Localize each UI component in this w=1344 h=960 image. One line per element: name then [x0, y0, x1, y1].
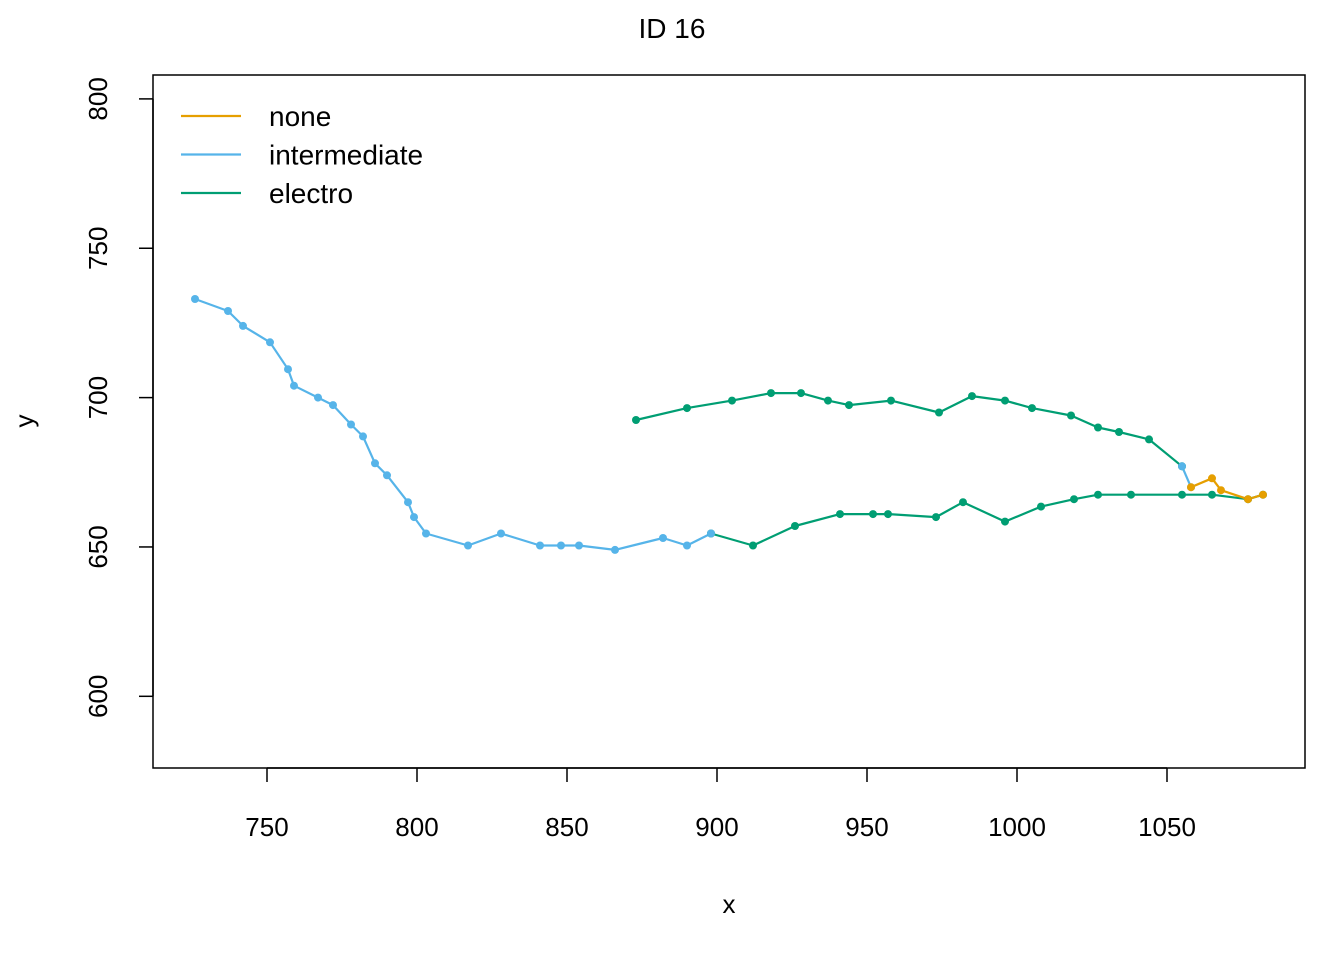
data-point-electro [884, 510, 892, 519]
data-point-none [1208, 474, 1216, 483]
data-point-intermediate [266, 338, 274, 347]
data-point-electro [1067, 411, 1075, 420]
data-point-none [1217, 486, 1225, 495]
data-point-intermediate [611, 545, 619, 554]
data-point-intermediate [239, 321, 247, 330]
data-point-intermediate [191, 295, 199, 303]
data-point-electro [1028, 404, 1036, 413]
data-point-intermediate [683, 541, 691, 550]
y-tick-label: 750 [83, 227, 113, 270]
y-tick-label: 800 [83, 77, 113, 120]
data-point-electro [968, 392, 976, 401]
legend-label-none: none [269, 101, 331, 132]
x-tick-label: 800 [395, 812, 438, 842]
data-point-electro [824, 396, 832, 405]
y-axis-title: y [9, 415, 39, 428]
data-point-electro [932, 513, 940, 522]
data-point-electro [1115, 428, 1123, 436]
data-point-intermediate [422, 529, 430, 538]
x-tick-label: 750 [245, 812, 288, 842]
data-point-electro [845, 401, 853, 410]
data-point-electro [1037, 502, 1045, 511]
x-axis: 750 800 850 900 950 1000 1050 [245, 767, 1196, 842]
data-point-electro [836, 510, 844, 519]
data-point-intermediate [410, 513, 418, 522]
data-point-intermediate [371, 459, 379, 468]
data-point-intermediate [284, 365, 292, 374]
x-tick-label: 950 [845, 812, 888, 842]
series-line-intermediate [194, 297, 712, 552]
x-axis-title: x [723, 889, 736, 919]
data-point-intermediate [464, 541, 472, 550]
data-point-electro [728, 396, 736, 405]
data-point-none [1187, 483, 1195, 492]
data-point-electro [1127, 490, 1135, 499]
data-point-none [1259, 490, 1267, 499]
y-tick-label: 600 [83, 675, 113, 718]
data-point-electro [1208, 490, 1216, 499]
data-point-intermediate [659, 534, 667, 542]
y-axis: 600 650 700 750 800 [83, 77, 154, 718]
data-point-electro [767, 389, 775, 398]
x-tick-label: 850 [545, 812, 588, 842]
data-point-electro [683, 404, 691, 413]
data-point-electro [1094, 490, 1102, 499]
chart-title: ID 16 [639, 13, 706, 44]
data-point-intermediate [224, 307, 232, 315]
data-point-electro [935, 408, 943, 417]
data-point-intermediate [383, 471, 391, 480]
x-tick-label: 900 [695, 812, 738, 842]
data-point-electro [1178, 490, 1186, 499]
y-tick-label: 700 [83, 376, 113, 419]
data-point-electro [791, 522, 799, 530]
data-point-intermediate [575, 541, 583, 550]
data-point-intermediate [497, 529, 505, 538]
data-point-electro [797, 389, 805, 398]
x-tick-label: 1000 [988, 812, 1046, 842]
x-tick-label: 1050 [1138, 812, 1196, 842]
data-point-intermediate [359, 432, 367, 441]
series-line-electro [710, 493, 1264, 547]
data-point-electro [887, 396, 895, 405]
data-point-electro [1001, 517, 1009, 526]
data-point-intermediate [347, 420, 355, 429]
data-point-intermediate [314, 393, 322, 402]
legend: none intermediate electro [181, 101, 423, 209]
legend-label-intermediate: intermediate [269, 140, 423, 171]
data-point-intermediate [329, 401, 337, 410]
data-point-electro [749, 541, 757, 550]
data-point-intermediate [557, 541, 565, 550]
data-point-electro [1145, 435, 1153, 444]
data-point-intermediate [404, 498, 412, 507]
data-point-intermediate [290, 381, 298, 390]
data-point-electro [1001, 396, 1009, 405]
data-point-electro [1070, 495, 1078, 504]
data-point-electro [1094, 423, 1102, 432]
data-point-none [1244, 495, 1252, 504]
legend-label-electro: electro [269, 178, 353, 209]
series-layer [191, 295, 1267, 554]
data-point-electro [869, 510, 877, 519]
y-tick-label: 650 [83, 525, 113, 568]
data-point-electro [632, 416, 640, 424]
data-point-electro [959, 498, 967, 507]
data-point-intermediate [707, 529, 715, 538]
data-point-intermediate [536, 541, 544, 550]
data-point-intermediate [1178, 462, 1186, 471]
